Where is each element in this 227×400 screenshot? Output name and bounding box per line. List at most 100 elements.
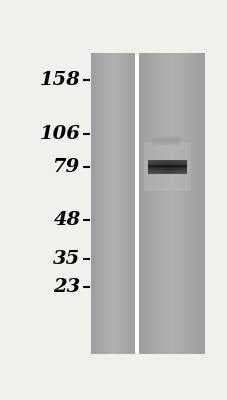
Bar (99, 53, 100, 354)
Text: 106: 106 (39, 125, 80, 143)
Bar (173, 53, 174, 354)
Bar (170, 160, 171, 174)
Bar (176, 160, 177, 174)
Bar (152, 160, 153, 174)
Bar (187, 53, 188, 354)
Bar (130, 53, 131, 354)
Bar (110, 53, 111, 354)
Bar (171, 53, 172, 354)
Bar (144, 53, 145, 354)
Bar (142, 53, 143, 354)
Bar (152, 143, 180, 144)
Bar (92, 53, 93, 354)
Bar (189, 53, 190, 354)
Bar (152, 136, 180, 137)
Bar (117, 53, 118, 354)
Bar (91, 53, 92, 354)
Bar (160, 53, 161, 354)
Bar (157, 160, 158, 174)
Bar (190, 53, 191, 354)
Bar (172, 53, 173, 354)
Bar (195, 53, 196, 354)
Bar (97, 53, 98, 354)
Bar (174, 53, 175, 354)
Bar (109, 53, 110, 354)
Bar (107, 53, 108, 354)
Bar (161, 160, 162, 174)
Bar (134, 53, 135, 354)
Bar (143, 142, 190, 191)
Bar (166, 53, 167, 354)
Bar (126, 53, 127, 354)
Bar (184, 160, 185, 174)
Bar (178, 53, 179, 354)
Bar (158, 53, 159, 354)
Bar (148, 160, 149, 174)
Bar (121, 53, 122, 354)
Bar (183, 160, 184, 174)
Bar (154, 53, 155, 354)
Bar (192, 53, 193, 354)
Bar (181, 53, 182, 354)
Bar (197, 53, 198, 354)
Bar (183, 53, 184, 354)
Bar (164, 160, 165, 174)
Bar (114, 53, 115, 354)
Bar (93, 53, 94, 354)
Bar (169, 53, 170, 354)
Bar (186, 53, 187, 354)
Bar (193, 53, 194, 354)
Bar (95, 53, 96, 354)
Bar (140, 53, 141, 354)
Bar (179, 160, 180, 174)
Bar (170, 53, 171, 354)
Bar (153, 53, 154, 354)
Text: 48: 48 (53, 212, 80, 230)
Bar (174, 160, 175, 174)
Bar (149, 160, 150, 174)
Bar (191, 53, 192, 354)
Bar (185, 160, 186, 174)
Bar (104, 53, 105, 354)
Bar (101, 53, 102, 354)
Bar (98, 53, 99, 354)
Bar (160, 160, 161, 174)
Bar (143, 53, 144, 354)
Bar (177, 160, 178, 174)
Bar (167, 53, 168, 354)
Bar (119, 53, 120, 354)
Bar (165, 53, 166, 354)
Bar (153, 160, 154, 174)
Bar (150, 160, 151, 174)
Bar (172, 160, 173, 174)
Bar (133, 53, 134, 354)
Bar (167, 160, 168, 174)
Bar (152, 139, 180, 140)
Bar (182, 160, 183, 174)
Bar (128, 53, 129, 354)
Bar (156, 53, 157, 354)
Bar (125, 53, 126, 354)
Bar (118, 53, 119, 354)
Bar (162, 53, 163, 354)
Bar (139, 53, 140, 354)
Bar (176, 53, 177, 354)
Bar (169, 160, 170, 174)
Bar (145, 53, 146, 354)
Bar (122, 53, 123, 354)
Bar (102, 53, 103, 354)
Bar (152, 137, 180, 138)
Bar (179, 53, 180, 354)
Bar (177, 53, 178, 354)
Bar (135, 53, 138, 354)
Bar (164, 53, 165, 354)
Bar (175, 53, 176, 354)
Bar (129, 53, 130, 354)
Bar (141, 53, 142, 354)
Bar (194, 53, 195, 354)
Bar (103, 53, 104, 354)
Bar (150, 53, 151, 354)
Bar (196, 53, 197, 354)
Bar (155, 160, 156, 174)
Bar (163, 160, 164, 174)
